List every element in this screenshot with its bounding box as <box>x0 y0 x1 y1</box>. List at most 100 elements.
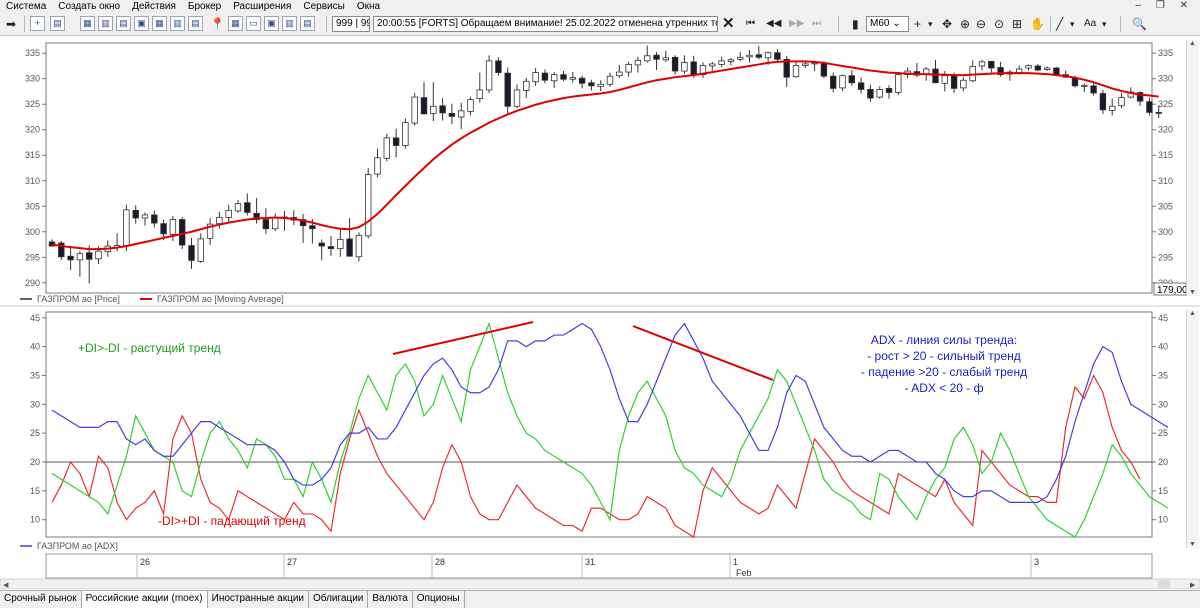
arrow-icon[interactable]: ➡ <box>6 17 17 31</box>
chevron-down-icon[interactable]: ▾ <box>1102 19 1107 29</box>
menu-broker[interactable]: Брокер <box>187 1 222 12</box>
tab-currency[interactable]: Валюта <box>368 591 413 608</box>
tab-options[interactable]: Опционы <box>413 591 465 608</box>
chevron-down-icon[interactable]: ▾ <box>928 19 933 29</box>
menu-actions[interactable]: Действия <box>132 1 176 12</box>
candle-body <box>1025 65 1032 69</box>
window-controls[interactable]: – ❐ ✕ <box>1135 0 1194 11</box>
legend-adx-label: ГАЗПРОМ ао [ADX] <box>37 541 118 551</box>
tab-futures[interactable]: Срочный рынок <box>0 591 82 608</box>
forward-end-icon[interactable]: ⏭ <box>812 18 821 29</box>
horizontal-scrollbar[interactable] <box>0 578 1200 590</box>
price-tick-label: 305 <box>25 201 40 211</box>
crosshair-icon[interactable]: ✥ <box>942 17 953 31</box>
candle-body <box>402 122 409 146</box>
adx-trendline-down <box>632 325 774 381</box>
candle-body <box>467 99 474 112</box>
search-icon[interactable]: 🔍 <box>1132 17 1147 31</box>
menu-services[interactable]: Сервисы <box>303 1 345 12</box>
candle-body <box>1081 84 1088 87</box>
price-tick-label: 335 <box>1158 48 1173 58</box>
scroll-right-icon[interactable]: ▶ <box>1190 582 1196 589</box>
price-tick-label: 325 <box>25 99 40 109</box>
price-vertical-scrollbar[interactable]: ▲ ▼ <box>1186 40 1199 296</box>
quotes-icon[interactable]: ▦ <box>80 16 95 31</box>
candle-body <box>606 75 614 85</box>
toolbar-separator <box>326 16 327 32</box>
candle-body <box>839 75 846 89</box>
tile-icon[interactable]: ▥ <box>282 16 297 31</box>
hand-icon[interactable]: ✋ <box>1030 17 1045 31</box>
timeframe-select[interactable]: M60 ⌄ <box>866 16 909 32</box>
grid-icon[interactable]: ▦ <box>228 16 243 31</box>
menu-system[interactable]: Система <box>6 1 47 12</box>
close-icon[interactable]: ✕ <box>722 15 735 32</box>
limits-icon[interactable]: ▥ <box>170 16 185 31</box>
positions-icon[interactable]: ▣ <box>134 16 149 31</box>
indicator-vertical-scrollbar[interactable]: ▲ ▼ <box>1186 310 1199 548</box>
scroll-down-icon[interactable]: ▼ <box>1189 289 1196 296</box>
news-ticker[interactable]: 20:00:55 [FORTS] Обращаем внимание! 25.0… <box>373 16 718 32</box>
report-icon[interactable]: ▤ <box>300 16 315 31</box>
note-minus-di: -DI>+DI - падающий тренд <box>158 514 306 528</box>
trendline-icon[interactable]: ╱ <box>1056 17 1064 31</box>
candle-body <box>857 82 865 90</box>
legend-price-label: ГАЗПРОМ ао [Price] <box>37 294 120 304</box>
zoom-in-icon[interactable]: ⊕ <box>960 17 971 31</box>
scroll-up-icon[interactable]: ▲ <box>1189 40 1196 47</box>
candle-body <box>1136 92 1144 102</box>
candle-body <box>1109 105 1116 111</box>
forward-icon[interactable]: ▶▶ <box>789 18 805 29</box>
price-tick-label: 310 <box>25 176 40 186</box>
time-label: 1 <box>733 557 738 567</box>
indicator-axis-left: 10 15 20 25 30 35 40 45 <box>30 313 46 525</box>
candle-body <box>792 65 800 78</box>
scroll-down-icon[interactable]: ▼ <box>1189 541 1196 548</box>
indicator-tick-label: 30 <box>30 399 40 409</box>
candle-body <box>737 56 744 60</box>
scroll-left-icon[interactable]: ◀ <box>3 582 9 589</box>
add-indicator-icon[interactable]: + <box>914 17 922 31</box>
orders-icon[interactable]: ▥ <box>98 16 113 31</box>
candle-body <box>802 63 809 66</box>
scroll-thumb[interactable] <box>1158 580 1170 588</box>
table-icon[interactable]: ▤ <box>50 16 65 31</box>
tab-foreign-stocks[interactable]: Иностранные акции <box>208 591 310 608</box>
hscroll[interactable]: ◀ ▶ <box>0 578 1200 590</box>
portfolio-icon[interactable]: ▦ <box>152 16 167 31</box>
menu-create-window[interactable]: Создать окно <box>58 1 121 12</box>
counter-box: 999 | 999 <box>332 16 370 32</box>
new-chart-icon[interactable]: + <box>30 16 45 31</box>
menu-windows[interactable]: Окна <box>356 1 381 12</box>
cascade-icon[interactable]: ▣ <box>264 16 279 31</box>
plus-di-line <box>51 321 1169 538</box>
menu-extensions[interactable]: Расширения <box>233 1 292 12</box>
price-candles <box>48 45 1162 284</box>
zoom-window-icon[interactable]: ⊞ <box>1012 17 1023 31</box>
moving-average-line <box>51 60 1159 251</box>
time-label: 28 <box>435 557 445 567</box>
candle-body <box>997 67 1004 76</box>
zoom-out-icon[interactable]: ⊖ <box>976 17 987 31</box>
zoom-fit-icon[interactable]: ⊙ <box>994 17 1005 31</box>
pin-icon[interactable]: 📍 <box>210 17 225 31</box>
rewind-icon[interactable]: ◀◀ <box>766 18 782 29</box>
tab-bonds[interactable]: Облигации <box>309 591 369 608</box>
candle-body <box>439 105 446 114</box>
trades-icon[interactable]: ▤ <box>116 16 131 31</box>
tab-russian-stocks[interactable]: Российские акции (moex) <box>81 591 208 608</box>
candle-body <box>978 61 986 67</box>
price-tick-label: 310 <box>1158 176 1173 186</box>
price-tick-label: 330 <box>25 74 40 84</box>
rewind-start-icon[interactable]: ⏮ <box>746 18 755 29</box>
price-tick-label: 335 <box>25 48 40 58</box>
scroll-up-icon[interactable]: ▲ <box>1189 310 1196 317</box>
candles-icon[interactable]: ▮ <box>852 17 859 31</box>
candle-body <box>1034 65 1041 71</box>
text-tool-icon[interactable]: Aa <box>1084 18 1097 29</box>
chevron-down-icon[interactable]: ▾ <box>1070 19 1075 29</box>
window-icon[interactable]: ▭ <box>246 16 261 31</box>
deals-icon[interactable]: ▤ <box>188 16 203 31</box>
candle-body <box>374 157 381 175</box>
